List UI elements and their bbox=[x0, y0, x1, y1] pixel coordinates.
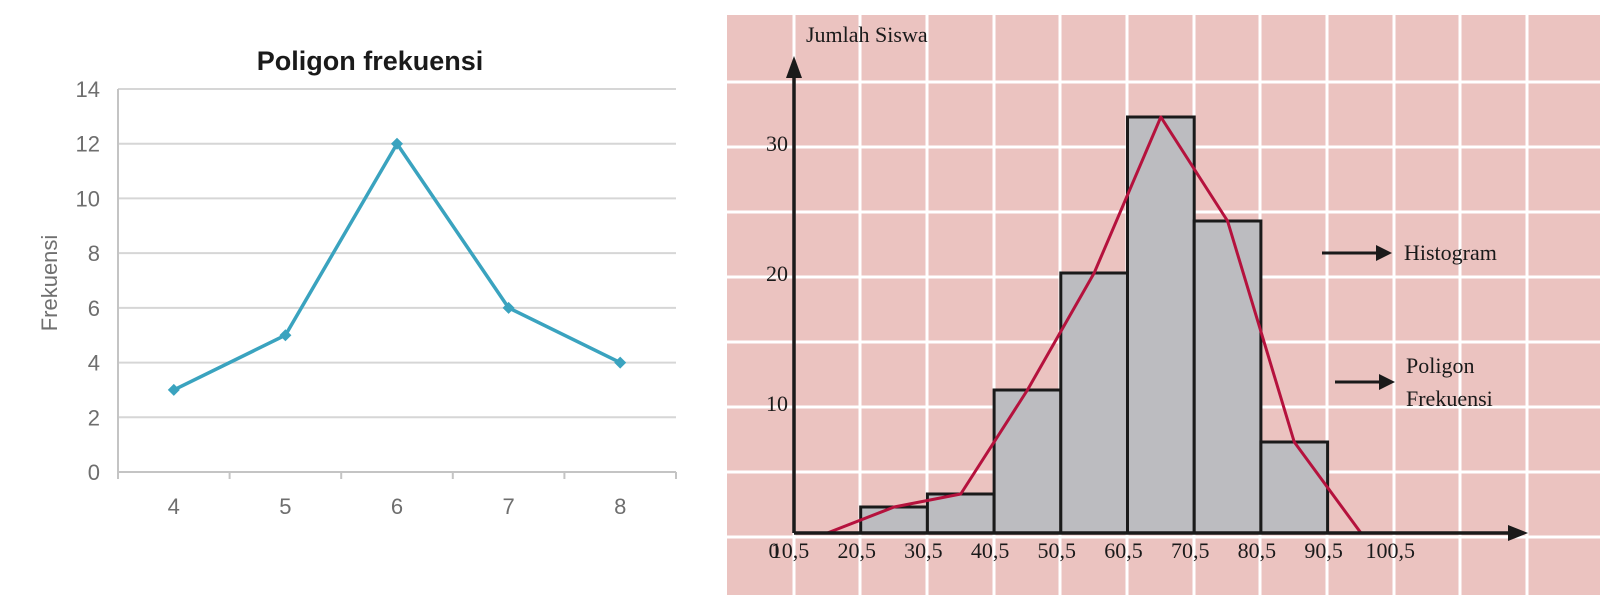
y-tick-label: 10 bbox=[766, 391, 788, 416]
x-tick-label: 6 bbox=[391, 494, 403, 519]
y-axis-arrow-head bbox=[786, 56, 802, 78]
x-tick-labels: 4 5 6 7 8 bbox=[168, 494, 627, 519]
y-tick-label: 4 bbox=[88, 351, 100, 376]
histogram-bar bbox=[1192, 219, 1263, 535]
annotation-histogram: Histogram bbox=[1404, 240, 1497, 265]
data-point-marker bbox=[391, 137, 403, 150]
x-tick-label: 7 bbox=[502, 494, 514, 519]
histogram-bar bbox=[992, 388, 1063, 535]
histogram-chart: 10 20 30 10,5 20,5 30,5 40,5 50,5 60,5 70,5 80,5 9… bbox=[727, 15, 1600, 595]
x-tick-label: 60,5 bbox=[1104, 538, 1143, 563]
x-tick-label: 5 bbox=[279, 494, 291, 519]
x-tick-label: 100,5 bbox=[1366, 538, 1416, 563]
annotation-frekuensi: Frekuensi bbox=[1406, 386, 1493, 411]
y-tick-label: 20 bbox=[766, 261, 788, 286]
annotation-poligon: Poligon bbox=[1406, 353, 1474, 378]
data-point-marker bbox=[502, 301, 515, 314]
y-axis-label: Frekuensi bbox=[37, 235, 62, 332]
data-point-marker bbox=[167, 383, 180, 396]
x-axis-arrow-head bbox=[1508, 525, 1528, 541]
x-tick-label: 50,5 bbox=[1038, 538, 1077, 563]
x-tick-label: 80,5 bbox=[1238, 538, 1277, 563]
y-axis-label: Jumlah Siswa bbox=[806, 22, 928, 47]
data-point-marker bbox=[614, 356, 627, 369]
y-tick-label: 14 bbox=[76, 77, 100, 102]
origin-label: 0 bbox=[769, 538, 780, 563]
histogram-bar bbox=[925, 492, 996, 535]
x-tick-labels: 10,5 20,5 30,5 40,5 50,5 60,5 70,5 80,5 90,5 100,… bbox=[771, 538, 1415, 563]
histogram-arrow-head bbox=[1376, 245, 1392, 261]
x-tick-label: 20,5 bbox=[837, 538, 876, 563]
y-tick-label: 30 bbox=[766, 131, 788, 156]
x-tick-label: 70,5 bbox=[1171, 538, 1210, 563]
series-line bbox=[173, 141, 621, 392]
polygon-arrow-head bbox=[1379, 374, 1395, 390]
polygon-line bbox=[826, 115, 1363, 535]
y-tick-labels: 0 2 4 6 8 10 12 14 bbox=[76, 77, 100, 485]
x-tick-label: 40,5 bbox=[971, 538, 1010, 563]
chart-title: Poligon frekuensi bbox=[257, 46, 484, 76]
y-tick-labels: 10 20 30 bbox=[766, 131, 788, 416]
x-tick-label: 90,5 bbox=[1304, 538, 1343, 563]
x-tick-label: 4 bbox=[168, 494, 180, 519]
y-tick-label: 2 bbox=[88, 405, 100, 430]
x-tick-label: 10,5 bbox=[771, 538, 810, 563]
y-tick-label: 12 bbox=[76, 132, 100, 157]
frequency-polygon bbox=[826, 115, 1363, 535]
axes bbox=[117, 89, 677, 479]
axes bbox=[786, 56, 1528, 541]
series-line-path bbox=[173, 141, 621, 392]
line-chart: Poligon frekuensi Frekuensi 02468101214 … bbox=[37, 46, 677, 519]
histogram-bar bbox=[859, 505, 929, 535]
histogram-bar bbox=[1126, 115, 1196, 535]
data-points bbox=[167, 137, 627, 396]
annotations: Histogram Poligon Frekuensi bbox=[1322, 240, 1497, 411]
histogram-bar bbox=[1259, 440, 1330, 535]
y-tick-label: 10 bbox=[76, 186, 100, 211]
y-tick-label: 6 bbox=[88, 296, 100, 321]
x-tick-label: 30,5 bbox=[904, 538, 943, 563]
data-point-marker bbox=[279, 329, 292, 342]
y-tick-label: 0 bbox=[88, 460, 100, 485]
x-tick-label: 8 bbox=[614, 494, 626, 519]
y-tick-label: 8 bbox=[88, 241, 100, 266]
